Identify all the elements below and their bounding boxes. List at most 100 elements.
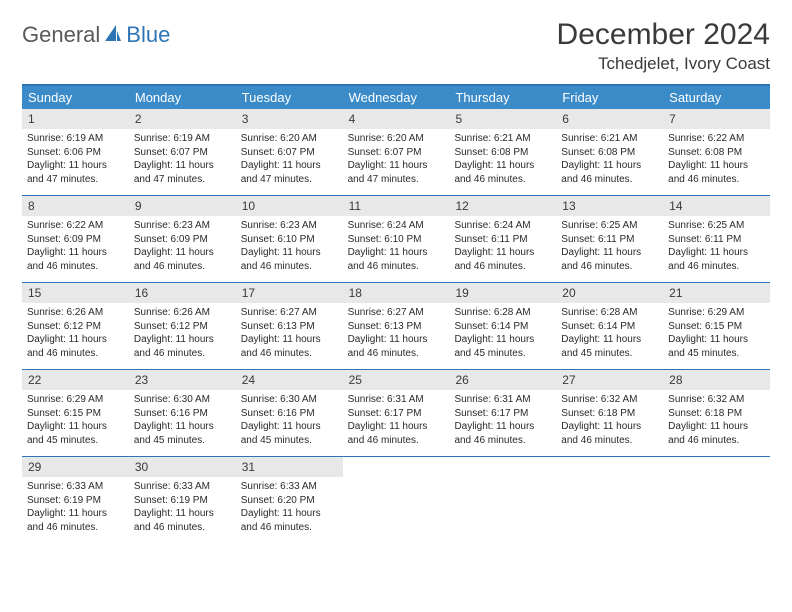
day-info: Sunrise: 6:31 AMSunset: 6:17 PMDaylight:… — [449, 390, 556, 452]
day-info-line: Sunset: 6:07 PM — [241, 146, 338, 160]
day-cell: 25Sunrise: 6:31 AMSunset: 6:17 PMDayligh… — [343, 370, 450, 456]
day-info: Sunrise: 6:33 AMSunset: 6:19 PMDaylight:… — [22, 477, 129, 539]
empty-day-cell — [556, 457, 663, 543]
day-info-line: Sunset: 6:16 PM — [241, 407, 338, 421]
day-info-line: and 46 minutes. — [668, 173, 765, 187]
day-info-line: and 46 minutes. — [561, 434, 658, 448]
day-cell: 3Sunrise: 6:20 AMSunset: 6:07 PMDaylight… — [236, 109, 343, 195]
week-row: 8Sunrise: 6:22 AMSunset: 6:09 PMDaylight… — [22, 196, 770, 283]
day-info-line: Sunrise: 6:28 AM — [454, 306, 551, 320]
day-cell: 27Sunrise: 6:32 AMSunset: 6:18 PMDayligh… — [556, 370, 663, 456]
day-number: 3 — [236, 109, 343, 129]
day-info: Sunrise: 6:30 AMSunset: 6:16 PMDaylight:… — [129, 390, 236, 452]
day-info-line: Daylight: 11 hours — [454, 333, 551, 347]
day-info-line: and 45 minutes. — [561, 347, 658, 361]
calendar-body: 1Sunrise: 6:19 AMSunset: 6:06 PMDaylight… — [22, 109, 770, 543]
day-info: Sunrise: 6:23 AMSunset: 6:10 PMDaylight:… — [236, 216, 343, 278]
day-info: Sunrise: 6:23 AMSunset: 6:09 PMDaylight:… — [129, 216, 236, 278]
day-number: 15 — [22, 283, 129, 303]
logo-text-blue: Blue — [126, 22, 170, 48]
day-info: Sunrise: 6:28 AMSunset: 6:14 PMDaylight:… — [449, 303, 556, 365]
day-info: Sunrise: 6:22 AMSunset: 6:09 PMDaylight:… — [22, 216, 129, 278]
day-number: 17 — [236, 283, 343, 303]
day-info-line: Daylight: 11 hours — [668, 159, 765, 173]
day-number: 12 — [449, 196, 556, 216]
week-row: 1Sunrise: 6:19 AMSunset: 6:06 PMDaylight… — [22, 109, 770, 196]
weekday-header-row: SundayMondayTuesdayWednesdayThursdayFrid… — [22, 86, 770, 109]
day-info-line: Sunrise: 6:21 AM — [454, 132, 551, 146]
day-info: Sunrise: 6:19 AMSunset: 6:07 PMDaylight:… — [129, 129, 236, 191]
day-info-line: and 45 minutes. — [134, 434, 231, 448]
day-info-line: Daylight: 11 hours — [561, 246, 658, 260]
day-info-line: and 46 minutes. — [27, 260, 124, 274]
day-number: 7 — [663, 109, 770, 129]
day-cell: 11Sunrise: 6:24 AMSunset: 6:10 PMDayligh… — [343, 196, 450, 282]
day-cell: 30Sunrise: 6:33 AMSunset: 6:19 PMDayligh… — [129, 457, 236, 543]
day-info-line: Sunrise: 6:24 AM — [454, 219, 551, 233]
day-info-line: Sunset: 6:13 PM — [348, 320, 445, 334]
day-cell: 14Sunrise: 6:25 AMSunset: 6:11 PMDayligh… — [663, 196, 770, 282]
day-info-line: Sunrise: 6:26 AM — [134, 306, 231, 320]
day-cell: 20Sunrise: 6:28 AMSunset: 6:14 PMDayligh… — [556, 283, 663, 369]
day-info-line: Daylight: 11 hours — [134, 420, 231, 434]
day-info-line: Sunset: 6:11 PM — [561, 233, 658, 247]
day-info-line: Sunset: 6:14 PM — [561, 320, 658, 334]
logo: General Blue — [22, 22, 170, 48]
day-info-line: and 47 minutes. — [134, 173, 231, 187]
day-info-line: and 46 minutes. — [134, 521, 231, 535]
day-info-line: Sunset: 6:18 PM — [668, 407, 765, 421]
day-info-line: Daylight: 11 hours — [27, 246, 124, 260]
day-cell: 29Sunrise: 6:33 AMSunset: 6:19 PMDayligh… — [22, 457, 129, 543]
day-info-line: and 46 minutes. — [454, 260, 551, 274]
day-info-line: Sunrise: 6:25 AM — [668, 219, 765, 233]
weekday-header: Sunday — [22, 86, 129, 109]
day-number: 9 — [129, 196, 236, 216]
day-number: 21 — [663, 283, 770, 303]
day-info-line: Daylight: 11 hours — [454, 420, 551, 434]
day-cell: 8Sunrise: 6:22 AMSunset: 6:09 PMDaylight… — [22, 196, 129, 282]
day-info-line: Daylight: 11 hours — [348, 420, 445, 434]
day-info-line: Sunset: 6:08 PM — [454, 146, 551, 160]
weekday-header: Friday — [556, 86, 663, 109]
title-block: December 2024 Tchedjelet, Ivory Coast — [557, 18, 770, 74]
day-info-line: and 46 minutes. — [241, 347, 338, 361]
day-number: 30 — [129, 457, 236, 477]
day-info-line: Daylight: 11 hours — [348, 246, 445, 260]
day-info: Sunrise: 6:33 AMSunset: 6:20 PMDaylight:… — [236, 477, 343, 539]
day-info: Sunrise: 6:32 AMSunset: 6:18 PMDaylight:… — [556, 390, 663, 452]
day-info-line: Daylight: 11 hours — [348, 333, 445, 347]
day-info-line: Daylight: 11 hours — [668, 246, 765, 260]
day-info-line: Sunrise: 6:30 AM — [134, 393, 231, 407]
day-info: Sunrise: 6:20 AMSunset: 6:07 PMDaylight:… — [236, 129, 343, 191]
weekday-header: Thursday — [449, 86, 556, 109]
day-info-line: and 45 minutes. — [27, 434, 124, 448]
day-info: Sunrise: 6:19 AMSunset: 6:06 PMDaylight:… — [22, 129, 129, 191]
day-cell: 5Sunrise: 6:21 AMSunset: 6:08 PMDaylight… — [449, 109, 556, 195]
day-info-line: Daylight: 11 hours — [134, 246, 231, 260]
day-info-line: and 46 minutes. — [134, 347, 231, 361]
day-info-line: Sunrise: 6:26 AM — [27, 306, 124, 320]
day-info-line: Sunrise: 6:20 AM — [348, 132, 445, 146]
day-info: Sunrise: 6:33 AMSunset: 6:19 PMDaylight:… — [129, 477, 236, 539]
day-number: 22 — [22, 370, 129, 390]
day-cell: 13Sunrise: 6:25 AMSunset: 6:11 PMDayligh… — [556, 196, 663, 282]
day-info-line: Sunrise: 6:31 AM — [348, 393, 445, 407]
day-info-line: Sunset: 6:19 PM — [134, 494, 231, 508]
day-info-line: and 46 minutes. — [134, 260, 231, 274]
week-row: 15Sunrise: 6:26 AMSunset: 6:12 PMDayligh… — [22, 283, 770, 370]
day-info: Sunrise: 6:24 AMSunset: 6:10 PMDaylight:… — [343, 216, 450, 278]
day-info-line: Sunset: 6:16 PM — [134, 407, 231, 421]
day-info-line: Sunrise: 6:28 AM — [561, 306, 658, 320]
day-info-line: Sunrise: 6:24 AM — [348, 219, 445, 233]
day-info-line: Sunrise: 6:19 AM — [134, 132, 231, 146]
day-info-line: Sunset: 6:07 PM — [134, 146, 231, 160]
logo-text-general: General — [22, 22, 100, 48]
day-number: 6 — [556, 109, 663, 129]
day-info: Sunrise: 6:21 AMSunset: 6:08 PMDaylight:… — [556, 129, 663, 191]
calendar: SundayMondayTuesdayWednesdayThursdayFrid… — [22, 84, 770, 543]
day-info-line: Sunset: 6:08 PM — [668, 146, 765, 160]
day-info-line: and 47 minutes. — [27, 173, 124, 187]
day-info-line: Sunset: 6:15 PM — [668, 320, 765, 334]
day-info-line: Sunset: 6:11 PM — [454, 233, 551, 247]
day-cell: 26Sunrise: 6:31 AMSunset: 6:17 PMDayligh… — [449, 370, 556, 456]
